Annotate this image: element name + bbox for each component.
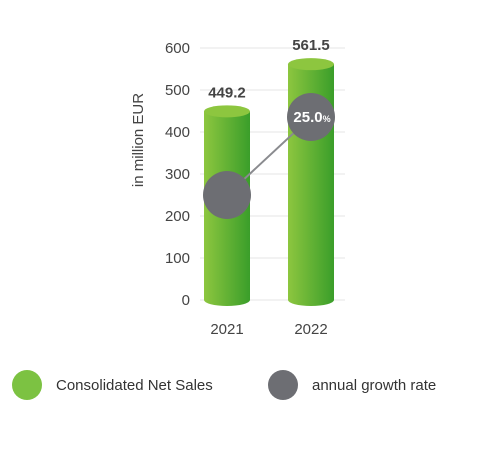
y-tick-label: 100 <box>165 250 190 267</box>
y-tick-label: 300 <box>165 166 190 183</box>
legend-swatch-growth <box>268 370 298 400</box>
legend-label-growth: annual growth rate <box>312 376 437 394</box>
x-axis-ticks: 2021 2022 <box>210 321 327 338</box>
x-tick-label: 2021 <box>210 321 243 338</box>
y-axis-ticks: 0 100 200 300 400 500 600 <box>165 40 190 309</box>
growth-marker-2021 <box>203 171 251 219</box>
legend-item-growth: annual growth rate <box>268 370 436 400</box>
y-tick-label: 0 <box>182 292 190 309</box>
y-tick-label: 400 <box>165 124 190 141</box>
y-axis-label: in million EUR <box>130 93 147 187</box>
y-tick-label: 200 <box>165 208 190 225</box>
legend-item-net-sales: Consolidated Net Sales <box>12 370 213 400</box>
growth-overlay: 25.0% <box>203 93 335 219</box>
x-tick-label: 2022 <box>294 321 327 338</box>
growth-value-label: 25.0% <box>293 109 330 126</box>
growth-marker-2022 <box>287 93 335 141</box>
y-tick-label: 600 <box>165 40 190 57</box>
bar-value-label: 561.5 <box>292 37 330 54</box>
y-tick-label: 500 <box>165 82 190 99</box>
bar-value-label: 449.2 <box>208 84 246 101</box>
legend-label-net-sales: Consolidated Net Sales <box>56 376 213 394</box>
legend-swatch-net-sales <box>12 370 42 400</box>
